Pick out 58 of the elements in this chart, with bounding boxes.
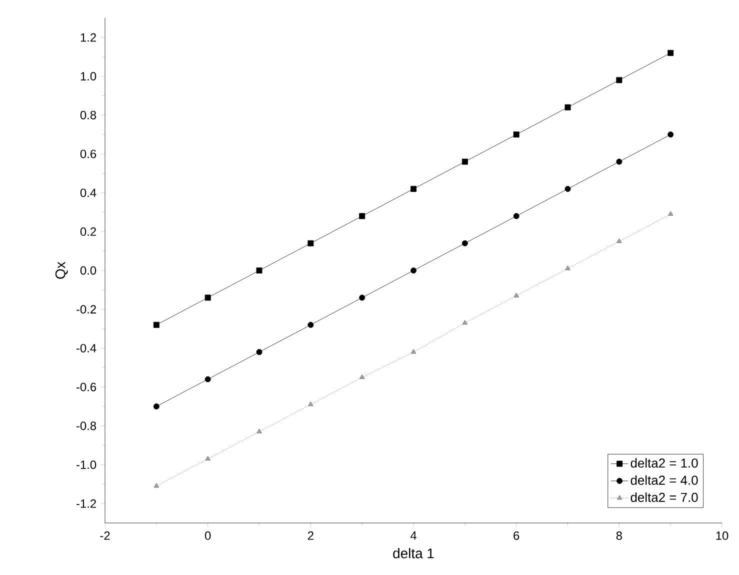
y-tick-label: 0.0	[80, 266, 96, 275]
point	[462, 240, 468, 246]
y-tick-label: -0.6	[76, 382, 96, 392]
point	[359, 374, 365, 379]
point	[668, 211, 674, 216]
x-tick-label: -2	[100, 531, 110, 540]
point	[565, 266, 570, 270]
point	[153, 403, 160, 410]
point	[256, 428, 262, 434]
point	[616, 238, 622, 243]
point	[668, 50, 674, 56]
y-tick-label: 1.0	[80, 72, 96, 80]
point	[204, 294, 211, 301]
point	[462, 320, 468, 325]
y-tick-label: 0.8	[80, 110, 96, 120]
y-tick-label: 0.4	[80, 188, 96, 198]
legend-label: delta2 = 7.0	[630, 492, 698, 502]
y-axis-title: Qx	[55, 262, 68, 279]
x-tick-label: 2	[308, 531, 314, 540]
y-tick-label: -1.2	[76, 499, 96, 508]
point	[462, 158, 468, 165]
point	[410, 349, 416, 354]
legend-label: delta2 = 4.0	[630, 475, 698, 485]
point	[205, 456, 210, 460]
x-tick-label: 0	[204, 531, 211, 540]
point	[514, 292, 519, 298]
point	[616, 158, 622, 165]
x-axis-title: delta 1	[393, 548, 434, 558]
x-tick-label: 8	[616, 531, 622, 540]
y-tick-label: 0.2	[80, 227, 96, 236]
point	[359, 213, 366, 220]
y-tick-label: -0.8	[76, 422, 96, 430]
y-tick-label: -0.2	[76, 305, 96, 314]
y-tick-label: -1.0	[76, 460, 96, 469]
x-tick-label: 4	[410, 531, 416, 540]
point	[308, 240, 314, 246]
point	[308, 322, 314, 328]
point	[513, 132, 520, 138]
y-tick-label: -0.4	[76, 344, 96, 352]
point	[256, 267, 262, 274]
x-tick-label: 6	[514, 531, 520, 540]
point	[410, 267, 416, 274]
legend-label: delta2 = 1.0	[630, 458, 698, 468]
y-tick-label: 0.6	[80, 150, 96, 158]
point	[154, 483, 160, 488]
point	[410, 186, 416, 192]
x-tick-label: 10	[716, 531, 728, 540]
y-tick-label: 1.2	[80, 33, 96, 42]
point	[564, 186, 571, 192]
point	[564, 104, 571, 110]
point	[668, 132, 674, 138]
point	[308, 402, 314, 406]
point	[204, 376, 211, 382]
point	[153, 322, 160, 328]
point	[256, 349, 262, 356]
point	[359, 294, 366, 301]
point	[513, 213, 520, 220]
point	[616, 77, 622, 84]
